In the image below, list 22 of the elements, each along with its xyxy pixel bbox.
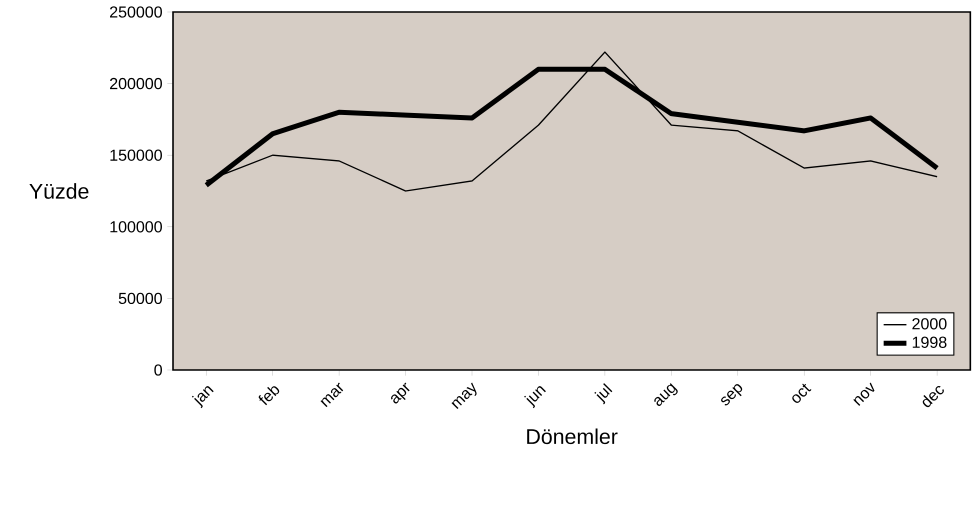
y-tick-label: 100000 <box>110 221 162 232</box>
y-tick-label: 200000 <box>110 78 162 90</box>
legend-label: 1998 <box>912 336 946 348</box>
y-tick-label: 50000 <box>118 292 162 304</box>
x-tick-label: jan <box>192 386 214 408</box>
y-tick-label: 150000 <box>110 150 162 161</box>
x-tick-label: apr <box>391 382 410 404</box>
x-tick-label: feb <box>258 386 280 406</box>
x-tick-label: may <box>451 382 477 410</box>
x-tick-label: jun <box>524 386 546 408</box>
y-axis-title: Yüzde <box>29 183 88 199</box>
x-tick-label: jul <box>594 383 612 404</box>
x-tick-label: oct <box>792 384 812 403</box>
x-tick-label: dec <box>922 386 944 408</box>
x-tick-label: aug <box>654 383 678 406</box>
x-axis-title: Dönemler <box>527 428 618 444</box>
x-tick-label: sep <box>721 384 742 406</box>
x-tick-label: nov <box>853 382 874 406</box>
y-tick-label: 0 <box>154 364 162 376</box>
legend-label: 2000 <box>912 318 947 330</box>
y-tick-label: 250000 <box>110 6 162 18</box>
x-tick-label: mar <box>320 382 344 408</box>
